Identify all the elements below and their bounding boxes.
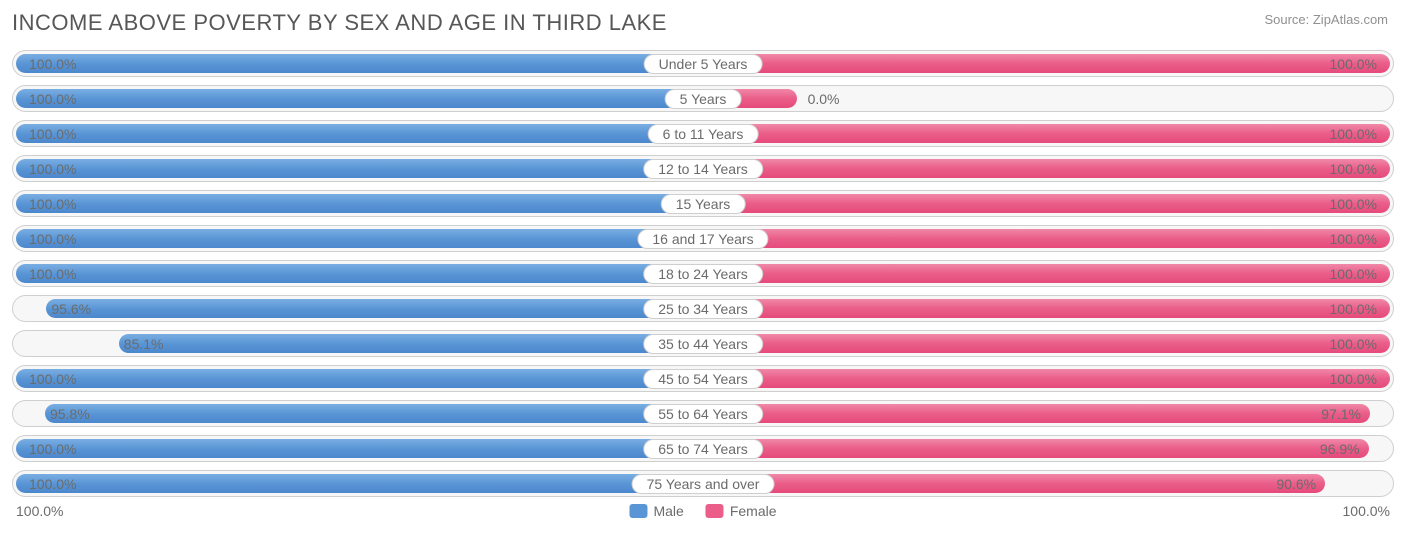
- female-bar: [703, 124, 1390, 143]
- legend-item-female: Female: [706, 503, 777, 519]
- female-value: 100.0%: [1330, 196, 1377, 212]
- male-bar: [16, 89, 703, 108]
- category-label: Under 5 Years: [644, 54, 763, 74]
- male-bar: [119, 334, 703, 353]
- category-label: 35 to 44 Years: [643, 334, 763, 354]
- male-value: 100.0%: [29, 266, 76, 282]
- female-bar: [703, 159, 1390, 178]
- female-bar: [703, 439, 1369, 458]
- male-value: 100.0%: [29, 91, 76, 107]
- female-bar: [703, 194, 1390, 213]
- category-label: 18 to 24 Years: [643, 264, 763, 284]
- male-value: 95.6%: [51, 301, 91, 317]
- category-label: 5 Years: [665, 89, 742, 109]
- male-bar: [45, 404, 703, 423]
- chart-row: 100.0% 100.0% 6 to 11 Years: [12, 120, 1394, 147]
- male-value: 100.0%: [29, 161, 76, 177]
- chart-row: 100.0% 100.0% Under 5 Years: [12, 50, 1394, 77]
- source-attribution: Source: ZipAtlas.com: [1264, 12, 1388, 27]
- category-label: 25 to 34 Years: [643, 299, 763, 319]
- x-axis: 100.0% Male Female 100.0%: [12, 503, 1394, 523]
- female-value: 100.0%: [1330, 161, 1377, 177]
- male-value: 100.0%: [29, 56, 76, 72]
- male-bar: [46, 299, 703, 318]
- legend-female-label: Female: [730, 503, 777, 519]
- female-value: 100.0%: [1330, 336, 1377, 352]
- chart-row: 100.0% 100.0% 16 and 17 Years: [12, 225, 1394, 252]
- female-value: 100.0%: [1330, 56, 1377, 72]
- male-value: 100.0%: [29, 126, 76, 142]
- diverging-bar-chart: 100.0% 100.0% Under 5 Years 100.0% 0.0% 5 Yea…: [12, 50, 1394, 497]
- male-value: 100.0%: [29, 196, 76, 212]
- legend-item-male: Male: [629, 503, 683, 519]
- female-value: 100.0%: [1330, 126, 1377, 142]
- male-bar: [16, 439, 703, 458]
- chart-title: INCOME ABOVE POVERTY BY SEX AND AGE IN T…: [12, 10, 1394, 36]
- female-bar: [703, 474, 1325, 493]
- axis-tick-left: 100.0%: [16, 503, 63, 519]
- male-value: 100.0%: [29, 231, 76, 247]
- male-bar: [16, 124, 703, 143]
- female-bar: [703, 54, 1390, 73]
- legend-male-label: Male: [653, 503, 683, 519]
- category-label: 65 to 74 Years: [643, 439, 763, 459]
- chart-row: 100.0% 100.0% 18 to 24 Years: [12, 260, 1394, 287]
- legend: Male Female: [629, 503, 776, 519]
- female-bar: [703, 404, 1370, 423]
- male-bar: [16, 194, 703, 213]
- axis-tick-right: 100.0%: [1343, 503, 1390, 519]
- female-value: 100.0%: [1330, 266, 1377, 282]
- male-value: 100.0%: [29, 441, 76, 457]
- chart-row: 95.6% 100.0% 25 to 34 Years: [12, 295, 1394, 322]
- category-label: 75 Years and over: [632, 474, 775, 494]
- chart-row: 100.0% 90.6% 75 Years and over: [12, 470, 1394, 497]
- male-swatch: [629, 504, 647, 518]
- male-bar: [16, 229, 703, 248]
- category-label: 12 to 14 Years: [643, 159, 763, 179]
- chart-row: 85.1% 100.0% 35 to 44 Years: [12, 330, 1394, 357]
- male-bar: [16, 369, 703, 388]
- female-value: 100.0%: [1330, 371, 1377, 387]
- male-bar: [16, 54, 703, 73]
- male-bar: [16, 474, 703, 493]
- chart-row: 100.0% 100.0% 15 Years: [12, 190, 1394, 217]
- female-value: 97.1%: [1321, 406, 1361, 422]
- male-bar: [16, 264, 703, 283]
- female-swatch: [706, 504, 724, 518]
- male-value: 85.1%: [124, 336, 164, 352]
- category-label: 6 to 11 Years: [648, 124, 759, 144]
- female-bar: [703, 369, 1390, 388]
- male-value: 100.0%: [29, 371, 76, 387]
- female-value: 0.0%: [808, 91, 840, 107]
- female-value: 100.0%: [1330, 231, 1377, 247]
- category-label: 55 to 64 Years: [643, 404, 763, 424]
- female-bar: [703, 299, 1390, 318]
- female-bar: [703, 264, 1390, 283]
- female-value: 96.9%: [1320, 441, 1360, 457]
- category-label: 45 to 54 Years: [643, 369, 763, 389]
- chart-row: 100.0% 100.0% 12 to 14 Years: [12, 155, 1394, 182]
- chart-row: 95.8% 97.1% 55 to 64 Years: [12, 400, 1394, 427]
- female-value: 100.0%: [1330, 301, 1377, 317]
- female-bar: [703, 229, 1390, 248]
- female-value: 90.6%: [1276, 476, 1316, 492]
- male-value: 100.0%: [29, 476, 76, 492]
- female-bar: [703, 334, 1390, 353]
- male-value: 95.8%: [50, 406, 90, 422]
- chart-row: 100.0% 0.0% 5 Years: [12, 85, 1394, 112]
- category-label: 15 Years: [661, 194, 746, 214]
- category-label: 16 and 17 Years: [637, 229, 768, 249]
- chart-row: 100.0% 100.0% 45 to 54 Years: [12, 365, 1394, 392]
- male-bar: [16, 159, 703, 178]
- chart-row: 100.0% 96.9% 65 to 74 Years: [12, 435, 1394, 462]
